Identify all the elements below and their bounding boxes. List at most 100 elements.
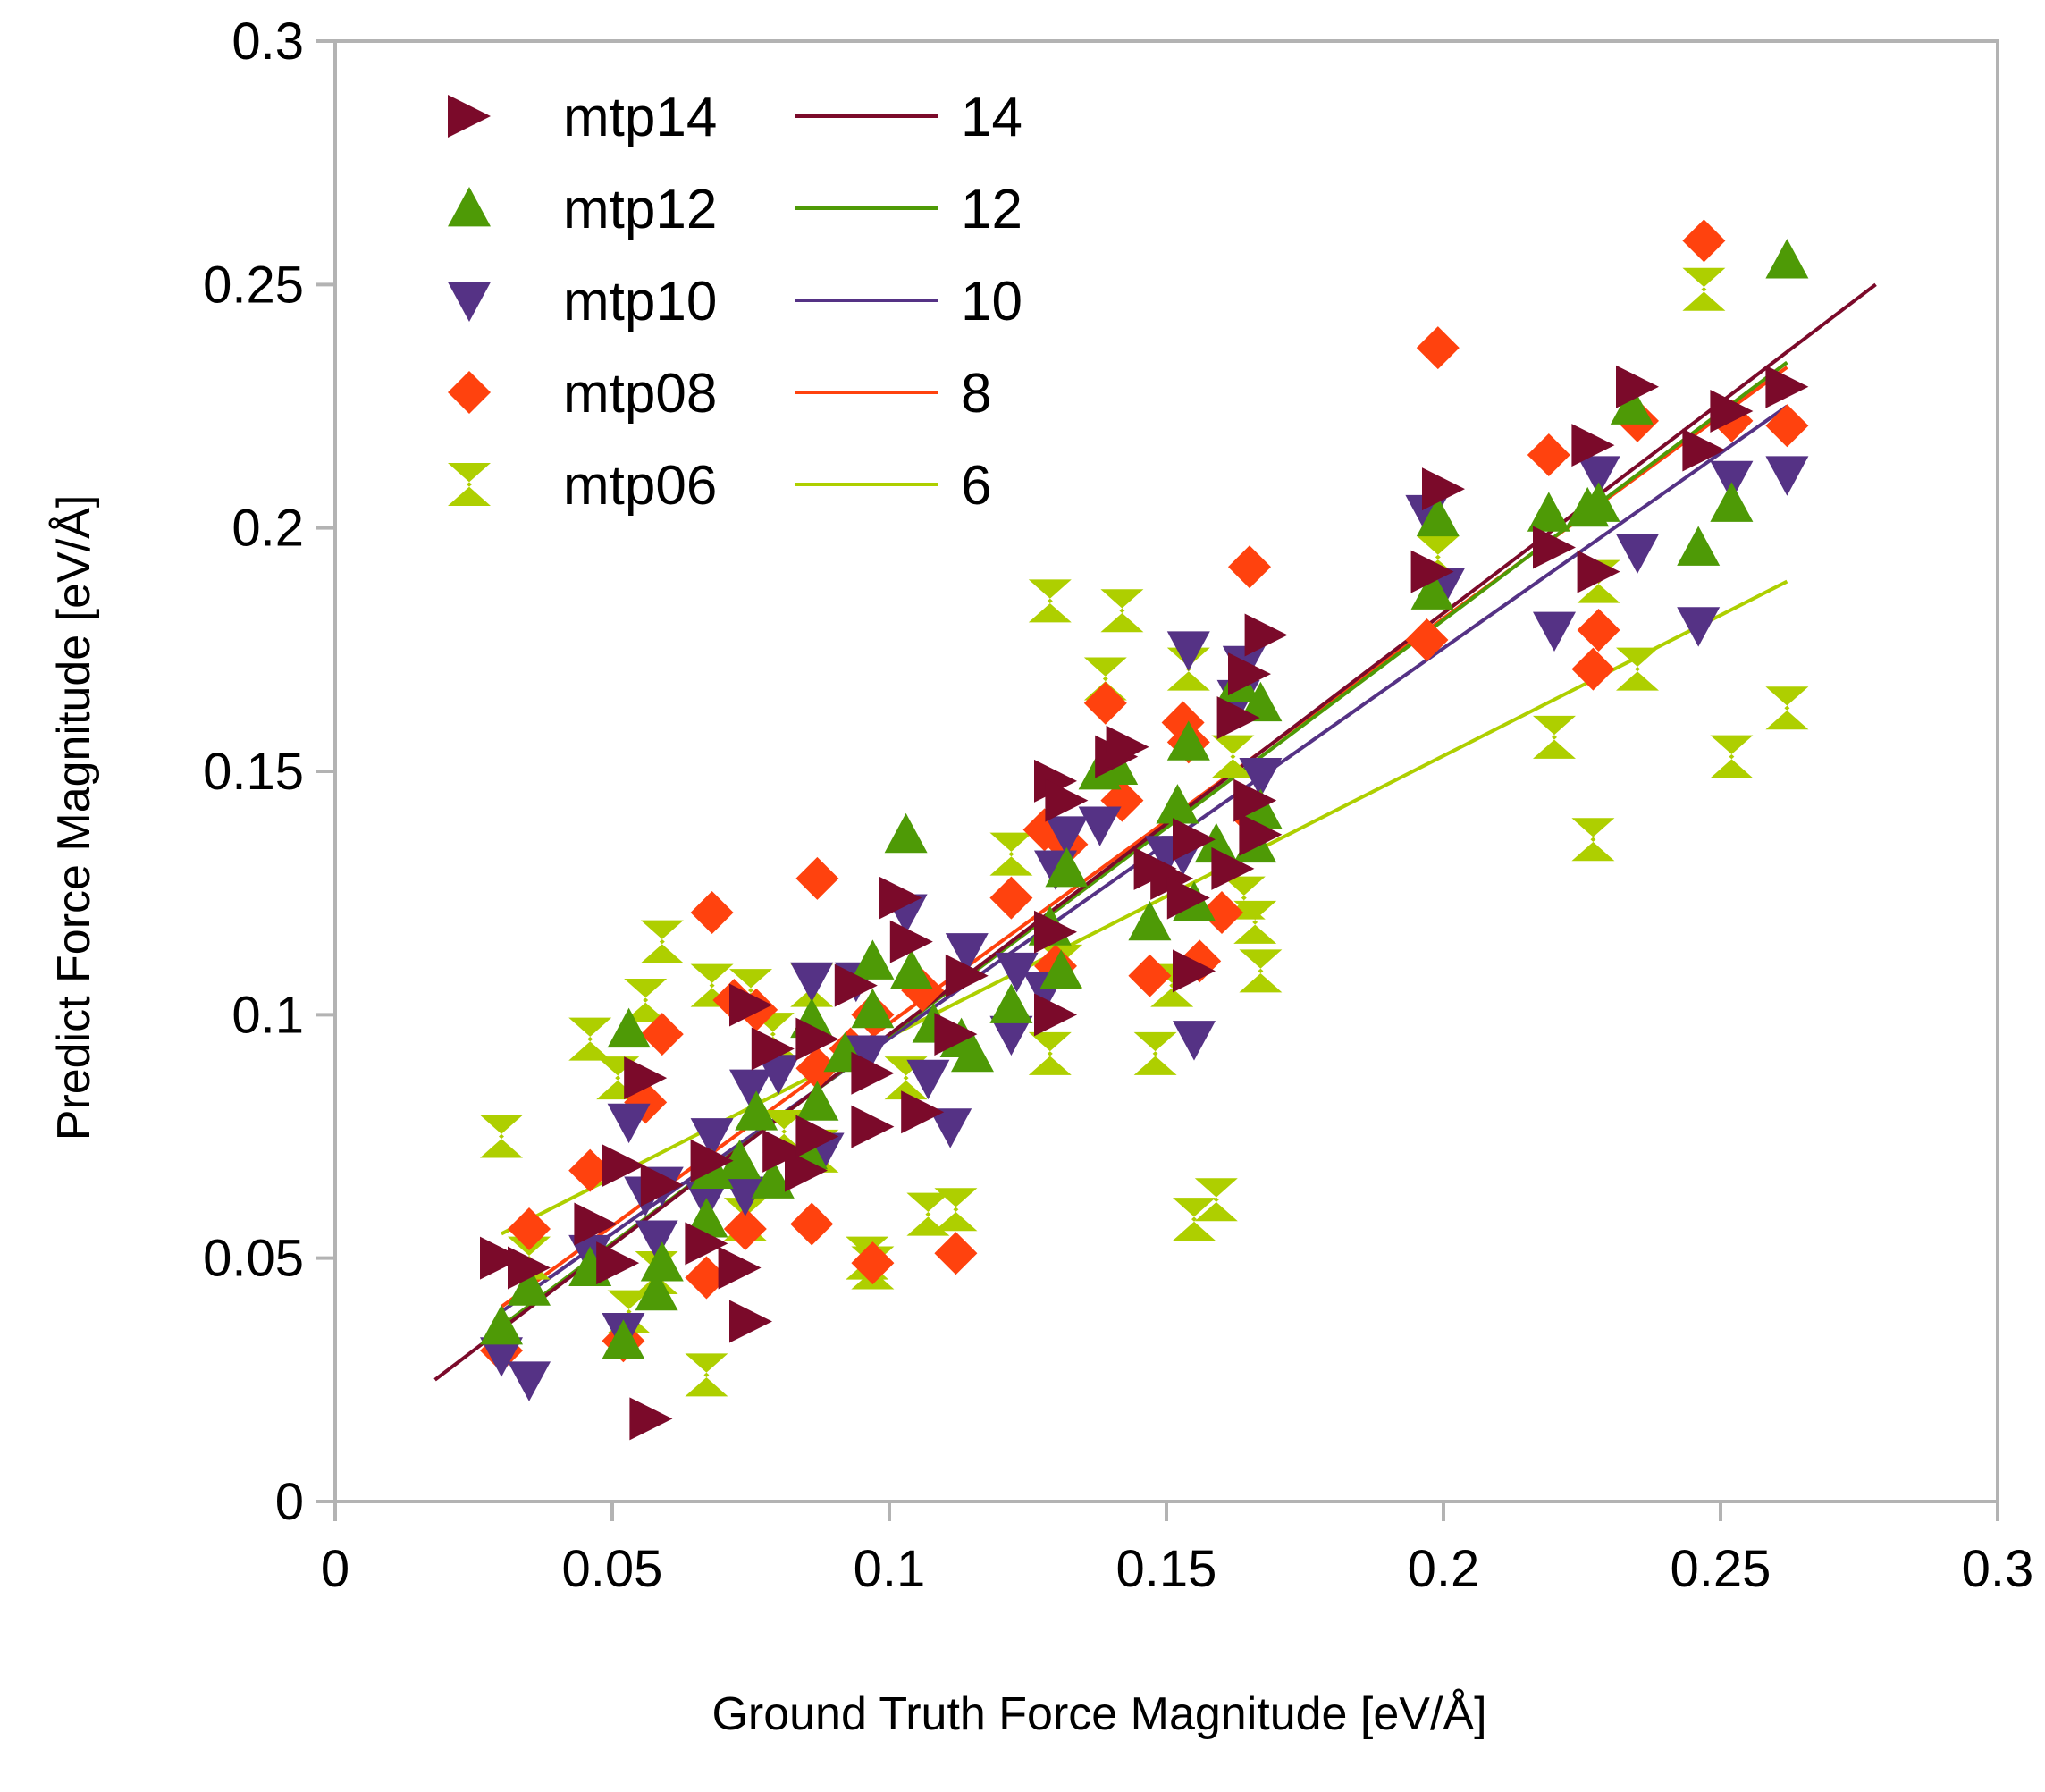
data-point-mtp12	[951, 1031, 994, 1073]
data-point-mtp08	[640, 1013, 684, 1056]
data-point-mtp06	[640, 920, 684, 963]
data-point-mtp12	[851, 988, 895, 1029]
y-tick-label: 0.2	[231, 500, 304, 558]
legend-label: mtp08	[563, 363, 717, 425]
data-point-mtp14	[508, 1246, 551, 1290]
y-axis-title: Predict Force Magnitude [eV/Å]	[48, 495, 100, 1141]
legend-label: mtp12	[563, 179, 717, 240]
data-point-mtp14	[762, 1129, 806, 1173]
data-point-mtp12	[751, 1158, 795, 1199]
y-tick-label: 0.25	[203, 256, 304, 314]
data-point-mtp10	[846, 1035, 889, 1075]
x-tick-label: 0.1	[854, 1540, 926, 1598]
data-point-mtp06	[1416, 535, 1460, 579]
data-point-mtp14	[851, 1105, 895, 1148]
data-point-mtp10	[1765, 456, 1809, 496]
data-point-mtp14	[1410, 550, 1454, 593]
data-point-mtp14	[602, 1144, 645, 1188]
data-point-mtp06	[1233, 900, 1277, 944]
data-point-mtp14	[1571, 424, 1615, 467]
data-point-mtp06	[884, 1056, 928, 1100]
x-tick-label: 0.2	[1408, 1540, 1480, 1598]
x-tick-label: 0.15	[1116, 1540, 1217, 1598]
data-point-mtp14	[1045, 778, 1089, 822]
data-point-mtp06	[480, 1115, 523, 1158]
data-point-mtp12	[1677, 526, 1721, 566]
data-point-mtp14	[1228, 652, 1271, 696]
legend-fit-label: 8	[961, 363, 991, 425]
data-point-mtp12	[851, 939, 895, 980]
data-point-mtp14	[879, 876, 922, 920]
data-point-mtp10	[1677, 607, 1721, 647]
data-point-mtp14	[624, 1056, 668, 1100]
legend-entry-mtp08: mtp08 8	[448, 363, 991, 425]
data-point-mtp12	[1156, 784, 1199, 824]
data-point-mtp12	[884, 812, 928, 854]
y-tick-label: 0.3	[231, 13, 304, 71]
data-point-mtp14	[1422, 467, 1465, 511]
data-point-mtp14	[629, 1397, 673, 1441]
data-point-mtp06	[624, 978, 668, 1022]
data-point-mtp12	[1765, 239, 1809, 279]
data-point-mtp08	[1416, 326, 1460, 370]
data-point-mtp14	[834, 963, 878, 1007]
y-tick-label: 0	[275, 1473, 304, 1531]
data-point-mtp12	[1710, 482, 1754, 522]
data-point-mtp14	[718, 1246, 762, 1290]
data-point-mtp14	[1533, 526, 1576, 569]
data-point-mtp12	[1128, 900, 1172, 941]
data-points	[480, 219, 1809, 1441]
legend-marker-mtp06	[448, 463, 491, 506]
data-point-mtp14	[480, 1236, 523, 1280]
data-point-mtp12	[1610, 384, 1654, 425]
x-tick-label: 0.05	[562, 1540, 663, 1598]
data-point-mtp06	[1710, 735, 1754, 778]
data-point-mtp12	[1416, 496, 1460, 537]
data-point-mtp08	[1228, 545, 1271, 589]
legend-label: mtp06	[563, 455, 717, 517]
data-point-mtp10	[945, 933, 989, 973]
data-point-mtp14	[1211, 846, 1255, 890]
data-point-mtp06	[1533, 715, 1576, 759]
data-point-mtp08	[1128, 954, 1172, 997]
x-tick-label: 0.3	[1962, 1540, 2034, 1598]
data-point-mtp12	[718, 1139, 762, 1180]
data-point-mtp12	[1194, 822, 1238, 863]
legend-marker-mtp08	[448, 371, 491, 414]
data-point-mtp06	[989, 832, 1033, 876]
y-tick-label: 0.05	[203, 1230, 304, 1288]
data-point-mtp08	[1527, 433, 1570, 476]
data-point-mtp08	[989, 876, 1033, 920]
data-point-mtp10	[723, 1176, 767, 1216]
data-point-mtp14	[596, 1241, 640, 1285]
data-point-mtp06	[568, 1017, 612, 1061]
data-point-mtp10	[790, 962, 834, 1003]
data-point-mtp10	[1616, 534, 1659, 574]
legend-fit-label: 14	[961, 87, 1022, 148]
data-point-mtp12	[735, 1090, 778, 1131]
data-point-mtp12	[1039, 949, 1083, 989]
data-point-mtp12	[1166, 720, 1210, 761]
data-point-mtp08	[1765, 404, 1809, 448]
data-point-mtp10	[1239, 758, 1283, 798]
data-point-mtp14	[795, 1115, 839, 1158]
fit-line-14	[433, 282, 1877, 1382]
data-point-mtp12	[1239, 681, 1283, 722]
data-point-mtp08	[1682, 219, 1726, 263]
data-point-mtp12	[602, 1319, 645, 1359]
data-point-mtp10	[607, 1103, 651, 1144]
data-point-mtp06	[596, 1056, 640, 1100]
data-point-mtp08	[1571, 647, 1615, 691]
data-point-mtp14	[785, 1148, 828, 1192]
data-point-mtp12	[1045, 846, 1089, 888]
data-point-mtp10	[995, 952, 1039, 993]
data-point-mtp08	[795, 856, 839, 900]
data-point-mtp12	[508, 1266, 551, 1306]
data-point-mtp06	[934, 1188, 978, 1232]
data-point-mtp08	[568, 1148, 612, 1192]
x-tick-label: 0	[321, 1540, 349, 1598]
data-point-mtp10	[906, 1059, 950, 1100]
data-point-mtp12	[1527, 492, 1570, 532]
data-point-mtp06	[1173, 1198, 1216, 1241]
